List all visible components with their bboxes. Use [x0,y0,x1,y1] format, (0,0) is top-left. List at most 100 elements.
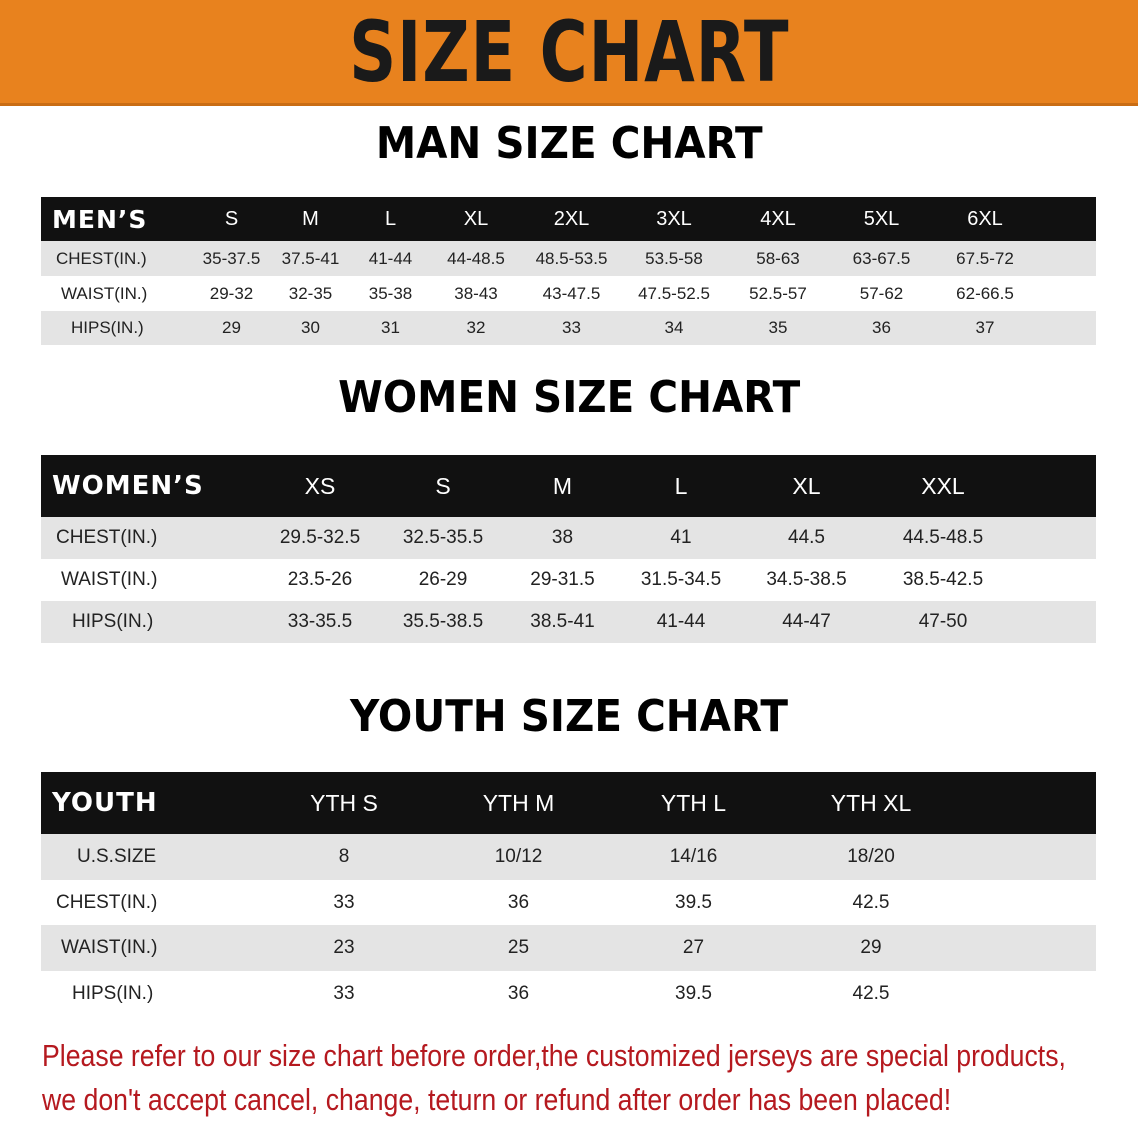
size-header: M [552,472,573,499]
measurement-cell: 63-67.5 [852,248,911,268]
measurement-cell: 38.5-42.5 [902,569,984,590]
measurement-cell: 47.5-52.5 [638,283,710,303]
measurement-cell: 14/16 [669,846,718,867]
table-row: HIPS(IN.) 29 30 31 32 33 34 35 36 37 [41,311,1096,345]
measurement-cell: 42.5 [852,982,890,1004]
youth-section-title: YOUTH SIZE CHART [350,691,788,742]
measurement-cell: 33 [562,318,581,337]
table-header-label: WOMEN’S [52,471,204,501]
row-label: CHEST(IN.) [56,891,158,913]
notice-line-2: we don't accept cancel, change, teturn o… [42,1082,952,1117]
table-header-label: YOUTH [52,788,158,818]
measurement-cell: 67.5-72 [956,248,1014,268]
measurement-cell: 26-29 [418,569,468,590]
measurement-cell: 41-44 [368,248,413,268]
measurement-cell: 31.5-34.5 [640,569,722,590]
size-header: 2XL [553,207,590,230]
banner-title: SIZE CHART [348,2,790,101]
women-section-title: WOMEN SIZE CHART [337,372,801,423]
measurement-cell: 43-47.5 [542,283,601,303]
measurement-cell: 52.5-57 [749,283,807,303]
size-header: 6XL [967,207,1003,230]
measurement-cell: 8 [338,846,350,867]
measurement-cell: 29 [860,937,882,958]
men-size-table: MEN’S S M L XL 2XL 3XL 4XL 5XL 6XL CHEST(IN.) 35-37… [41,197,1096,345]
row-label: U.S.SIZE [77,846,157,867]
youth-size-table: YOUTH YTH S YTH M YTH L YTH XL U.S.SIZE 8 10/12… [41,772,1096,1016]
measurement-cell: 35-38 [368,283,413,303]
measurement-cell: 41 [670,527,692,548]
table-row: CHEST(IN.) 29.5-32.5 32.5-35.5 38 41 44.5 44.5… [41,517,1096,559]
table-row: U.S.SIZE 8 10/12 14/16 18/20 [41,834,1096,880]
size-header: XL [463,207,489,230]
measurement-cell: 44-47 [782,611,831,632]
measurement-cell: 39.5 [675,891,712,913]
measurement-cell: 37.5-41 [281,248,340,268]
row-label: HIPS(IN.) [71,318,144,337]
row-label: HIPS(IN.) [72,982,154,1004]
women-size-table: WOMEN’S XS S M L XL XXL CHEST(IN.) 29.5-32.5 32.5… [41,455,1096,643]
measurement-cell: 30 [301,318,320,337]
table-row: HIPS(IN.) 33 36 39.5 42.5 [41,971,1096,1016]
measurement-cell: 48.5-53.5 [535,248,608,268]
measurement-cell: 23.5-26 [287,569,353,590]
measurement-cell: 23 [333,937,355,958]
row-label: WAIST(IN.) [61,283,148,303]
measurement-cell: 31 [381,318,400,337]
row-label: WAIST(IN.) [61,937,158,958]
measurement-cell: 35 [768,318,788,337]
table-row: WAIST(IN.) 23 25 27 29 [41,925,1096,971]
measurement-cell: 44-48.5 [447,248,505,268]
measurement-cell: 29.5-32.5 [279,527,361,548]
size-header: YTH L [660,789,727,816]
table-row: WAIST(IN.) 29-32 32-35 35-38 38-43 43-47.5 47.… [41,276,1096,311]
size-header: YTH S [310,789,378,816]
measurement-cell: 33 [333,891,355,913]
notice-line-1: Please refer to our size chart before or… [42,1038,1066,1073]
measurement-cell: 57-62 [859,283,904,303]
table-row: CHEST(IN.) 35-37.5 37.5-41 41-44 44-48.5 48.5… [41,241,1096,276]
size-header: S [435,472,451,499]
measurement-cell: 38 [551,527,574,548]
measurement-cell: 53.5-58 [645,248,703,268]
measurement-cell: 41-44 [656,611,706,632]
measurement-cell: 62-66.5 [956,283,1014,303]
size-header: 4XL [760,207,796,230]
measurement-cell: 36 [507,982,530,1004]
size-header: L [674,472,688,499]
measurement-cell: 42.5 [852,891,890,913]
row-label: HIPS(IN.) [72,611,154,632]
table-row: CHEST(IN.) 33 36 39.5 42.5 [41,880,1096,925]
measurement-cell: 33-35.5 [287,611,353,632]
measurement-cell: 27 [682,937,705,958]
measurement-cell: 36 [872,318,891,337]
measurement-cell: 29 [222,318,241,337]
measurement-cell: 36 [507,891,530,913]
measurement-cell: 58-63 [756,248,800,268]
measurement-cell: 38-43 [454,283,498,303]
row-label: CHEST(IN.) [56,248,147,268]
measurement-cell: 35.5-38.5 [402,611,484,632]
table-header-row: YOUTH YTH S YTH M YTH L YTH XL [41,772,1096,834]
measurement-cell: 34.5-38.5 [766,569,847,590]
row-label: CHEST(IN.) [56,527,158,548]
size-header: 3XL [656,207,692,230]
measurement-cell: 29-32 [209,283,254,303]
measurement-cell: 37 [975,318,995,337]
size-header: YTH XL [830,789,912,816]
measurement-cell: 33 [333,982,355,1004]
size-header: 5XL [863,207,900,230]
measurement-cell: 35-37.5 [202,248,261,268]
size-header: S [224,207,239,230]
measurement-cell: 32 [466,318,486,337]
measurement-cell: 47-50 [918,611,968,632]
size-header: XL [792,472,821,499]
table-header-row: MEN’S S M L XL 2XL 3XL 4XL 5XL 6XL [41,197,1096,241]
size-header: XXL [921,472,965,499]
row-label: WAIST(IN.) [61,569,158,590]
men-section-title: MAN SIZE CHART [375,118,763,169]
measurement-cell: 29-31.5 [530,569,595,590]
measurement-cell: 32-35 [288,283,333,303]
table-header-label: MEN’S [52,204,148,234]
